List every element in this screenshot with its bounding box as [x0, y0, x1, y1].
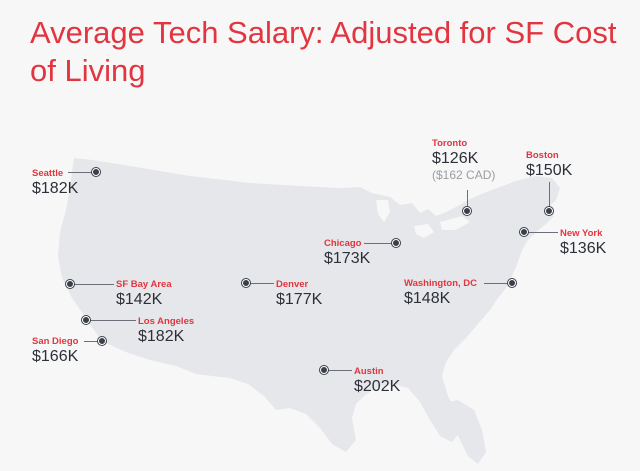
city-name: Boston: [526, 150, 559, 161]
city-marker[interactable]: [82, 316, 90, 324]
leader-line: [84, 341, 100, 342]
city-marker[interactable]: [66, 280, 74, 288]
great-lakes: [376, 200, 470, 238]
city-name: New York: [560, 228, 603, 239]
city-boston: Boston $150K: [526, 150, 572, 180]
city-marker[interactable]: [242, 279, 250, 287]
city-new-york: New York $136K: [560, 228, 606, 258]
city-salary: $142K: [116, 291, 163, 308]
leader-line: [549, 182, 550, 208]
us-landmass: [58, 158, 560, 452]
city-chicago: Chicago $173K: [324, 238, 370, 268]
city-marker[interactable]: [92, 168, 100, 176]
city-marker[interactable]: [545, 207, 553, 215]
page-title: Average Tech Salary: Adjusted for SF Cos…: [30, 15, 617, 88]
city-name: Austin: [354, 366, 384, 377]
city-denver: Denver $177K: [276, 279, 322, 309]
city-name: Washington, DC: [404, 278, 477, 289]
city-toronto: Toronto $126K ($162 CAD): [432, 138, 495, 182]
city-austin: Austin $202K: [354, 366, 400, 396]
city-marker[interactable]: [520, 228, 528, 236]
city-name: Los Angeles: [138, 316, 195, 327]
city-salary: $182K: [32, 180, 79, 197]
leader-line: [68, 172, 94, 173]
city-marker[interactable]: [508, 279, 516, 287]
leader-line: [364, 243, 396, 244]
city-salary: $182K: [138, 328, 185, 345]
leader-line: [467, 190, 468, 210]
city-marker[interactable]: [463, 207, 471, 215]
city-salary: $166K: [32, 348, 79, 365]
leader-line: [484, 283, 510, 284]
city-name: Denver: [276, 279, 309, 290]
city-name: Seattle: [32, 168, 64, 179]
florida-peninsula: [440, 400, 486, 464]
leader-line: [90, 320, 136, 321]
city-name: San Diego: [32, 336, 79, 347]
city-washington-dc: Washington, DC $148K: [404, 278, 477, 308]
city-name: SF Bay Area: [116, 279, 172, 290]
city-name: Chicago: [324, 238, 362, 249]
city-salary: $136K: [560, 240, 607, 257]
city-salary: $177K: [276, 291, 323, 308]
city-salary: $173K: [324, 250, 371, 267]
city-sf-bay-area: SF Bay Area $142K: [116, 279, 172, 309]
city-salary: $148K: [404, 290, 451, 307]
city-marker[interactable]: [392, 239, 400, 247]
city-marker[interactable]: [98, 337, 106, 345]
city-salary: $202K: [354, 378, 401, 395]
leader-line: [250, 283, 274, 284]
city-salary: $126K: [432, 150, 479, 167]
leader-line: [72, 284, 114, 285]
leader-line: [528, 232, 558, 233]
city-seattle: Seattle $182K: [32, 168, 78, 198]
city-name: Toronto: [432, 138, 468, 149]
michigan-peninsula: [386, 208, 412, 244]
leader-line: [326, 370, 352, 371]
city-san-diego: San Diego $166K: [32, 336, 78, 366]
city-marker[interactable]: [320, 366, 328, 374]
city-salary: $150K: [526, 162, 573, 179]
city-los-angeles: Los Angeles $182K: [138, 316, 194, 346]
city-note: ($162 CAD): [432, 168, 496, 182]
